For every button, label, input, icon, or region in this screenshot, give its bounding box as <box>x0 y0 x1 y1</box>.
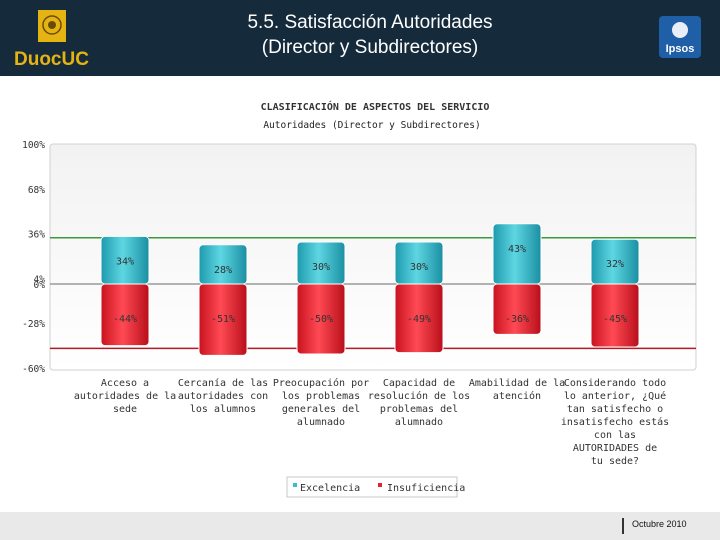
footer-bar <box>0 512 720 540</box>
x-category-label: tan satisfecho o <box>567 404 663 415</box>
x-category-label: Amabilidad de la <box>469 378 565 389</box>
x-category-label: autoridades con <box>178 391 268 402</box>
y-tick-label: 68% <box>28 185 45 196</box>
reference-lines <box>50 237 696 350</box>
svg-text:DuocUC: DuocUC <box>14 49 89 68</box>
data-label-excelencia: 28% <box>214 265 232 276</box>
x-category-label: lo anterior, ¿Qué <box>564 390 666 402</box>
bar-insuficiencia <box>100 283 150 347</box>
x-category-label: insatisfecho estás <box>561 416 669 428</box>
header-bar: DuocUC 5.5. Satisfacción Autoridades (Di… <box>0 0 720 76</box>
chart-subtitle: Autoridades (Director y Subdirectores) <box>263 120 480 131</box>
x-axis-labels: Acceso a autoridades de la sede Cercanía de… <box>74 377 669 467</box>
x-category-label: Cercanía de las <box>178 377 268 389</box>
data-label-insuficiencia: -44% <box>113 314 137 325</box>
x-category-label: alumnado <box>395 417 443 428</box>
legend: Excelencia Insuficiencia <box>286 476 465 498</box>
x-category-label: alumnado <box>297 417 345 428</box>
footer-date: Octubre 2010 <box>632 519 687 529</box>
chart-title: CLASIFICACIÓN DE ASPECTOS DEL SERVICIO <box>261 100 490 113</box>
y-tick-label: -60% <box>22 364 45 375</box>
chart: CLASIFICACIÓN DE ASPECTOS DEL SERVICIO A… <box>22 100 697 498</box>
x-category-label: los alumnos <box>190 404 256 415</box>
legend-swatch-insuficiencia <box>378 483 382 487</box>
x-category-label: Considerando todo <box>564 378 666 389</box>
bar-insuficiencia <box>296 283 346 355</box>
legend-label-insuficiencia: Insuficiencia <box>387 483 465 494</box>
y-tick-label: -28% <box>22 319 45 330</box>
y-tick-label: 36% <box>28 230 45 241</box>
data-label-excelencia: 30% <box>410 262 428 273</box>
bar-insuficiencia <box>492 283 542 335</box>
x-category-label: Preocupación por <box>273 377 369 389</box>
data-label-excelencia: 34% <box>116 256 134 267</box>
data-label-excelencia: 30% <box>312 262 330 273</box>
x-category-label: AUTORIDADES de <box>573 443 657 454</box>
x-category-label: atención <box>493 390 541 402</box>
y-tick-label: 4% <box>34 274 46 285</box>
bar-insuficiencia <box>198 283 248 356</box>
data-label-insuficiencia: -36% <box>505 314 529 325</box>
x-category-label: sede <box>113 404 137 415</box>
x-category-label: autoridades de la <box>74 391 176 402</box>
svg-text:Ipsos: Ipsos <box>666 43 695 55</box>
bar-insuficiencia <box>394 283 444 354</box>
bar-insuficiencia <box>590 283 640 348</box>
x-category-label: generales del <box>282 404 360 415</box>
page-title-line2: (Director y Subdirectores) <box>261 37 479 58</box>
x-category-label: problemas del <box>380 404 458 415</box>
ipsos-logo: Ipsos <box>659 16 701 58</box>
page-title-line1: 5.5. Satisfacción Autoridades <box>247 12 493 33</box>
footer-divider <box>622 518 624 534</box>
x-category-label: tu sede? <box>591 456 639 467</box>
legend-label-excelencia: Excelencia <box>300 483 360 494</box>
data-label-insuficiencia: -51% <box>211 314 235 325</box>
data-label-insuficiencia: -50% <box>309 314 333 325</box>
data-label-insuficiencia: -49% <box>407 314 431 325</box>
x-category-label: Acceso a <box>101 378 149 389</box>
y-tick-label: 100% <box>22 140 45 151</box>
x-category-label: Capacidad de <box>383 378 455 389</box>
data-label-excelencia: 43% <box>508 244 526 255</box>
duoc-uc-logo: DuocUC <box>14 10 89 68</box>
legend-swatch-excelencia <box>293 483 297 487</box>
x-category-label: con las <box>594 430 636 441</box>
x-category-label: los problemas <box>282 391 360 402</box>
x-category-label: resolución de los <box>368 390 470 402</box>
data-label-insuficiencia: -45% <box>603 314 627 325</box>
y-tick-label: 0% <box>34 280 46 291</box>
bars <box>100 223 640 356</box>
bar-labels: 34% -44% 28% -51% 30% -50% 30% -49% 43% -36% 32% -4… <box>113 244 627 325</box>
y-axis: 100% 68% 36% 4%0% -28% -60% <box>22 140 696 375</box>
data-label-excelencia: 32% <box>606 259 624 270</box>
